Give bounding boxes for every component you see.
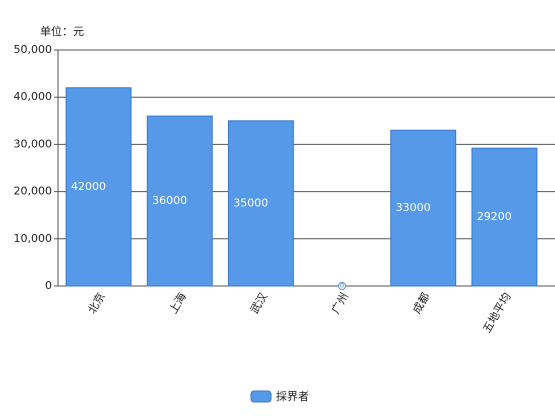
y-tick-label: 40,000 — [14, 90, 53, 103]
value-label: 35000 — [233, 196, 268, 209]
y-tick-label: 50,000 — [14, 43, 53, 56]
bar — [146, 115, 213, 287]
x-tick-label: 上海 — [166, 290, 189, 316]
bar — [227, 120, 294, 287]
y-tick-label: 30,000 — [14, 137, 53, 150]
legend-label: 採界者 — [276, 389, 309, 403]
y-tick-label: 10,000 — [14, 232, 53, 245]
value-label: 29200 — [477, 210, 512, 223]
bar — [390, 129, 457, 287]
value-label: 33000 — [396, 201, 431, 214]
bar — [471, 147, 538, 287]
unit-label: 单位：元 — [40, 24, 84, 38]
y-tick-label: 20,000 — [14, 185, 53, 198]
x-tick-label: 北京 — [85, 290, 108, 316]
x-tick-label: 武汉 — [248, 291, 270, 317]
x-tick-label: 成都 — [410, 291, 432, 317]
x-tick-label: 五地平均 — [480, 290, 513, 335]
bar — [65, 87, 132, 287]
y-tick-label: 0 — [45, 279, 52, 292]
legend-swatch — [250, 390, 272, 403]
x-tick-label: 广州 — [329, 291, 351, 317]
bar — [338, 282, 347, 290]
value-label: 0 — [340, 283, 344, 290]
value-label: 42000 — [71, 180, 106, 193]
value-label: 36000 — [152, 194, 187, 207]
